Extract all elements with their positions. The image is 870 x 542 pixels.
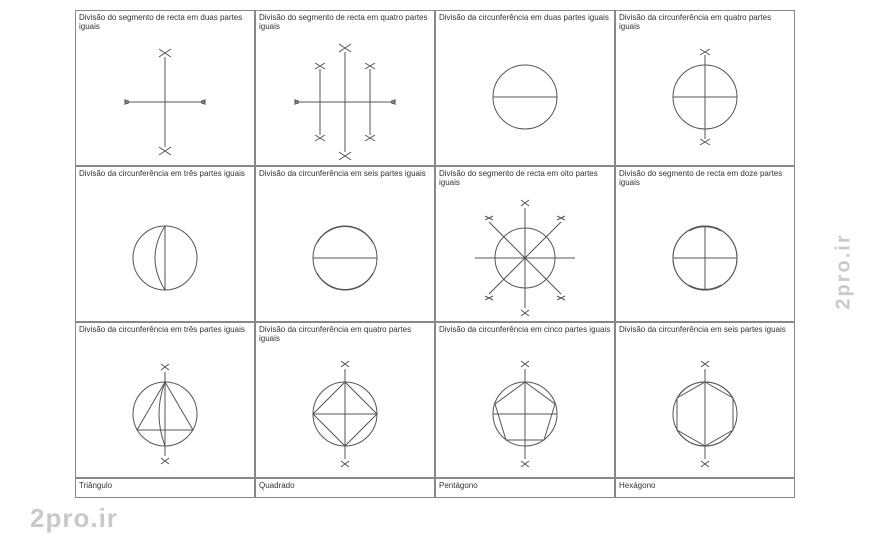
diagram-circ4 — [616, 39, 794, 165]
diagram-circ8star — [436, 195, 614, 321]
cell-label: Divisão do segmento de recta em oito par… — [439, 169, 611, 187]
diagram-hex — [616, 351, 794, 477]
cell-11: Divisão da circunferência em seis partes… — [615, 322, 795, 478]
cell-label: Divisão do segmento de recta em duas par… — [79, 13, 251, 31]
diagram-circ6a — [256, 195, 434, 321]
bottom-label-2: Pentágono — [435, 478, 615, 498]
cell-label: Divisão da circunferência em cinco parte… — [439, 325, 611, 334]
watermark-text: 2pro.ir — [833, 233, 856, 309]
bottom-label-3: Hexágono — [615, 478, 795, 498]
cell-1: Divisão do segmento de recta em quatro p… — [255, 10, 435, 166]
cell-2: Divisão da circunferência em duas partes… — [435, 10, 615, 166]
cell-label: Divisão da circunferência em três partes… — [79, 169, 251, 178]
diagram-circ12 — [616, 195, 794, 321]
cell-0: Divisão do segmento de recta em duas par… — [75, 10, 255, 166]
bottom-label-1: Quadrado — [255, 478, 435, 498]
diagram-grid: Divisão do segmento de recta em duas par… — [75, 10, 795, 498]
bottom-label-0: Triângulo — [75, 478, 255, 498]
diagram-quad — [256, 351, 434, 477]
diagram-circ3a — [76, 195, 254, 321]
cell-label: Divisão do segmento de recta em doze par… — [619, 169, 791, 187]
cell-3: Divisão da circunferência em quatro part… — [615, 10, 795, 166]
cell-label: Divisão da circunferência em duas partes… — [439, 13, 611, 22]
cell-4: Divisão da circunferência em três partes… — [75, 166, 255, 322]
cell-10: Divisão da circunferência em cinco parte… — [435, 322, 615, 478]
cell-label: Divisão da circunferência em seis partes… — [259, 169, 431, 178]
cell-6: Divisão do segmento de recta em oito par… — [435, 166, 615, 322]
cell-8: Divisão da circunferência em três partes… — [75, 322, 255, 478]
diagram-circ2 — [436, 39, 614, 165]
diagram-seg4 — [256, 39, 434, 165]
diagram-pent — [436, 351, 614, 477]
cell-label: Divisão do segmento de recta em quatro p… — [259, 13, 431, 31]
diagram-tri — [76, 351, 254, 477]
cell-label: Divisão da circunferência em três partes… — [79, 325, 251, 334]
cell-label: Divisão da circunferência em quatro part… — [259, 325, 431, 343]
cell-label: Divisão da circunferência em seis partes… — [619, 325, 791, 334]
watermark-right: 2pro.ir — [824, 0, 864, 542]
cell-5: Divisão da circunferência em seis partes… — [255, 166, 435, 322]
diagram-seg2 — [76, 39, 254, 165]
cell-9: Divisão da circunferência em quatro part… — [255, 322, 435, 478]
cell-7: Divisão do segmento de recta em doze par… — [615, 166, 795, 322]
cell-label: Divisão da circunferência em quatro part… — [619, 13, 791, 31]
watermark-bottom: 2pro.ir — [30, 503, 118, 534]
